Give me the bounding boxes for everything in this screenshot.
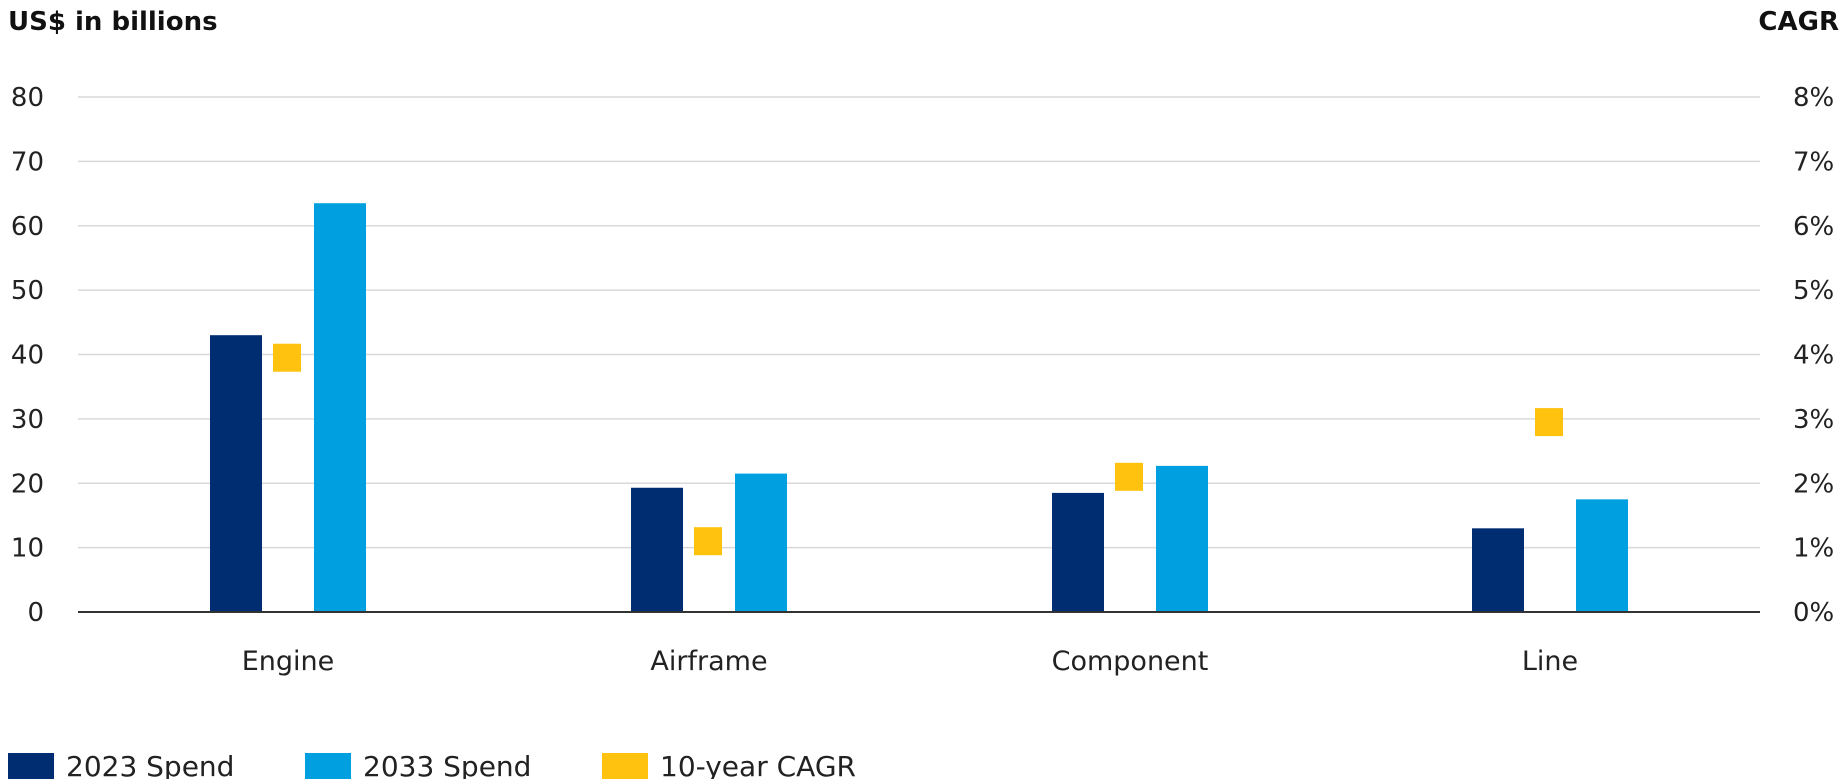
- right-tick-label: 1%: [1793, 534, 1834, 564]
- right-tick-label: 6%: [1793, 212, 1834, 242]
- category-labels: Engine Airframe Component Line: [242, 646, 1578, 677]
- bar-2023-spend-component: [1052, 492, 1104, 612]
- category-label-engine: Engine: [242, 646, 335, 677]
- left-tick-label: 10: [11, 534, 44, 564]
- right-axis-ticks: 0% 1% 2% 3% 4% 5% 6% 7% 8%: [1793, 83, 1834, 628]
- bars: [210, 203, 1628, 612]
- left-tick-label: 40: [11, 341, 44, 371]
- right-tick-label: 0%: [1793, 598, 1834, 628]
- left-tick-label: 60: [11, 212, 44, 242]
- category-label-component: Component: [1052, 646, 1209, 677]
- bar-2033-spend-engine: [314, 203, 366, 612]
- bar-2023-spend-engine: [210, 335, 262, 612]
- legend-label: 2033 Spend: [363, 750, 531, 779]
- bar-2023-spend-airframe: [631, 487, 683, 612]
- legend-label: 2023 Spend: [66, 750, 234, 779]
- legend-swatch: [305, 753, 351, 779]
- legend-swatch: [8, 753, 54, 779]
- right-axis-title: CAGR: [1758, 7, 1839, 37]
- bar-2033-spend-component: [1156, 465, 1208, 612]
- right-tick-label: 7%: [1793, 147, 1834, 177]
- left-tick-label: 0: [27, 598, 44, 628]
- left-tick-label: 20: [11, 469, 44, 499]
- left-tick-label: 80: [11, 83, 44, 113]
- right-tick-label: 4%: [1793, 341, 1834, 371]
- left-axis-title: US$ in billions: [8, 7, 218, 37]
- cagr-marker-engine: [273, 343, 301, 372]
- bar-2033-spend-airframe: [735, 473, 787, 612]
- legend-swatch: [602, 753, 648, 779]
- cagr-marker-line: [1535, 408, 1563, 437]
- left-tick-label: 70: [11, 147, 44, 177]
- cagr-markers: [273, 343, 1563, 556]
- left-tick-label: 30: [11, 405, 44, 435]
- cagr-marker-component: [1115, 462, 1143, 491]
- right-tick-label: 5%: [1793, 276, 1834, 306]
- legend: 2023 Spend 2033 Spend 10-year CAGR: [8, 750, 856, 779]
- left-axis-ticks: 0 10 20 30 40 50 60 70 80: [11, 83, 44, 628]
- left-tick-label: 50: [11, 276, 44, 306]
- right-tick-label: 3%: [1793, 405, 1834, 435]
- legend-label: 10-year CAGR: [660, 750, 856, 779]
- right-tick-label: 8%: [1793, 83, 1834, 113]
- bar-2023-spend-line: [1472, 528, 1524, 612]
- category-label-airframe: Airframe: [650, 646, 767, 677]
- bar-2033-spend-line: [1576, 499, 1628, 612]
- cagr-marker-airframe: [694, 527, 722, 556]
- right-tick-label: 2%: [1793, 469, 1834, 499]
- category-label-line: Line: [1522, 646, 1578, 677]
